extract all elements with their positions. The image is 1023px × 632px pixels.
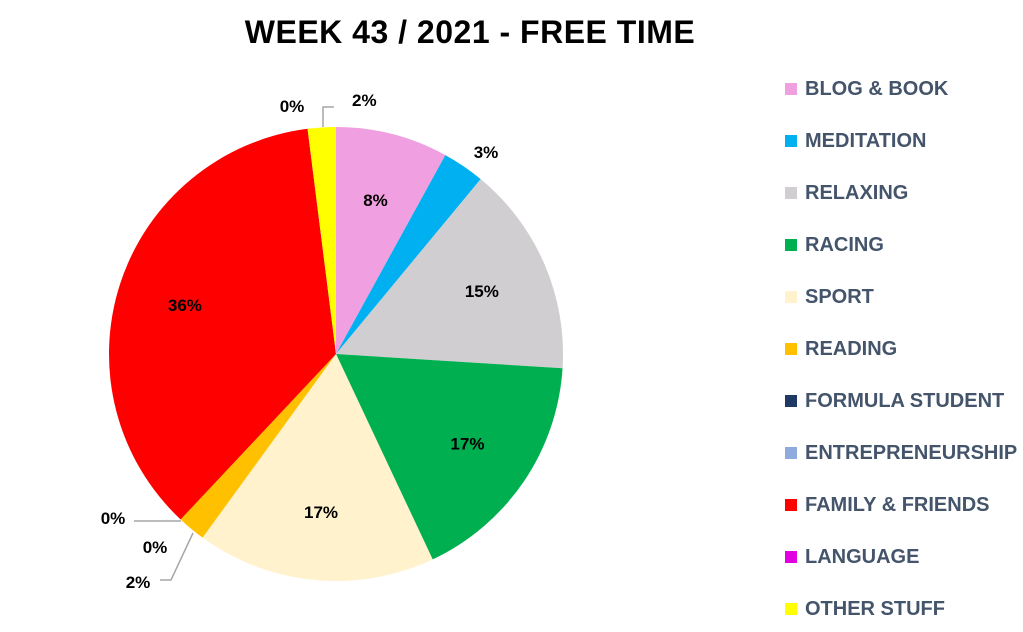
pie-slice-blog-and-book	[336, 127, 446, 354]
slice-label-racing: 17%	[450, 434, 484, 453]
leader-line-reading	[160, 532, 194, 581]
legend-swatch-racing	[785, 239, 797, 251]
legend-swatch-family-and-friends	[785, 499, 797, 511]
slice-label-other-stuff: 2%	[352, 91, 377, 110]
pie-slice-relaxing	[336, 179, 563, 369]
pie-slice-family-and-friends	[108, 128, 336, 520]
legend-swatch-meditation	[785, 135, 797, 147]
legend-swatch-entrepreneurship	[785, 447, 797, 459]
legend-label-blog-and-book: BLOG & BOOK	[805, 78, 949, 100]
legend-swatch-sport	[785, 291, 797, 303]
legend-swatch-blog-and-book	[785, 83, 797, 95]
legend-swatch-other-stuff	[785, 603, 797, 615]
legend-swatch-relaxing	[785, 187, 797, 199]
legend-label-other-stuff: OTHER STUFF	[805, 598, 945, 620]
legend-label-language: LANGUAGE	[805, 546, 920, 568]
pie-slice-meditation	[336, 155, 481, 354]
leader-line-other-stuff	[322, 106, 334, 127]
slice-label-blog-and-book: 8%	[363, 191, 388, 210]
slice-label-family-and-friends: 36%	[168, 296, 202, 315]
legend-label-relaxing: RELAXING	[805, 182, 909, 204]
pie-slice-reading	[180, 354, 336, 538]
slice-label-sport: 17%	[304, 503, 338, 522]
legend-label-formula-student: FORMULA STUDENT	[805, 390, 1005, 412]
slice-label-reading: 2%	[126, 573, 151, 592]
legend-label-entrepreneurship: ENTREPRENEURSHIP	[805, 442, 1018, 464]
legend-label-family-and-friends: FAMILY & FRIENDS	[805, 494, 990, 516]
pie-slice-other-stuff	[307, 127, 336, 354]
slice-label-relaxing: 15%	[465, 282, 499, 301]
legend-swatch-language	[785, 551, 797, 563]
pie-slice-racing	[336, 354, 563, 560]
legend-label-sport: SPORT	[805, 286, 874, 308]
slice-label-meditation: 3%	[474, 143, 499, 162]
pie-slice-sport	[202, 354, 433, 581]
legend-label-meditation: MEDITATION	[805, 130, 927, 152]
slice-label-formula-student: 0%	[101, 509, 126, 528]
legend-swatch-reading	[785, 343, 797, 355]
legend-swatch-formula-student	[785, 395, 797, 407]
slice-label-language: 0%	[280, 97, 305, 116]
legend-label-reading: READING	[805, 338, 898, 360]
legend-label-racing: RACING	[805, 234, 884, 256]
slice-label-entrepreneurship: 0%	[143, 538, 168, 557]
chart-title: WEEK 43 / 2021 - FREE TIME	[244, 14, 696, 50]
